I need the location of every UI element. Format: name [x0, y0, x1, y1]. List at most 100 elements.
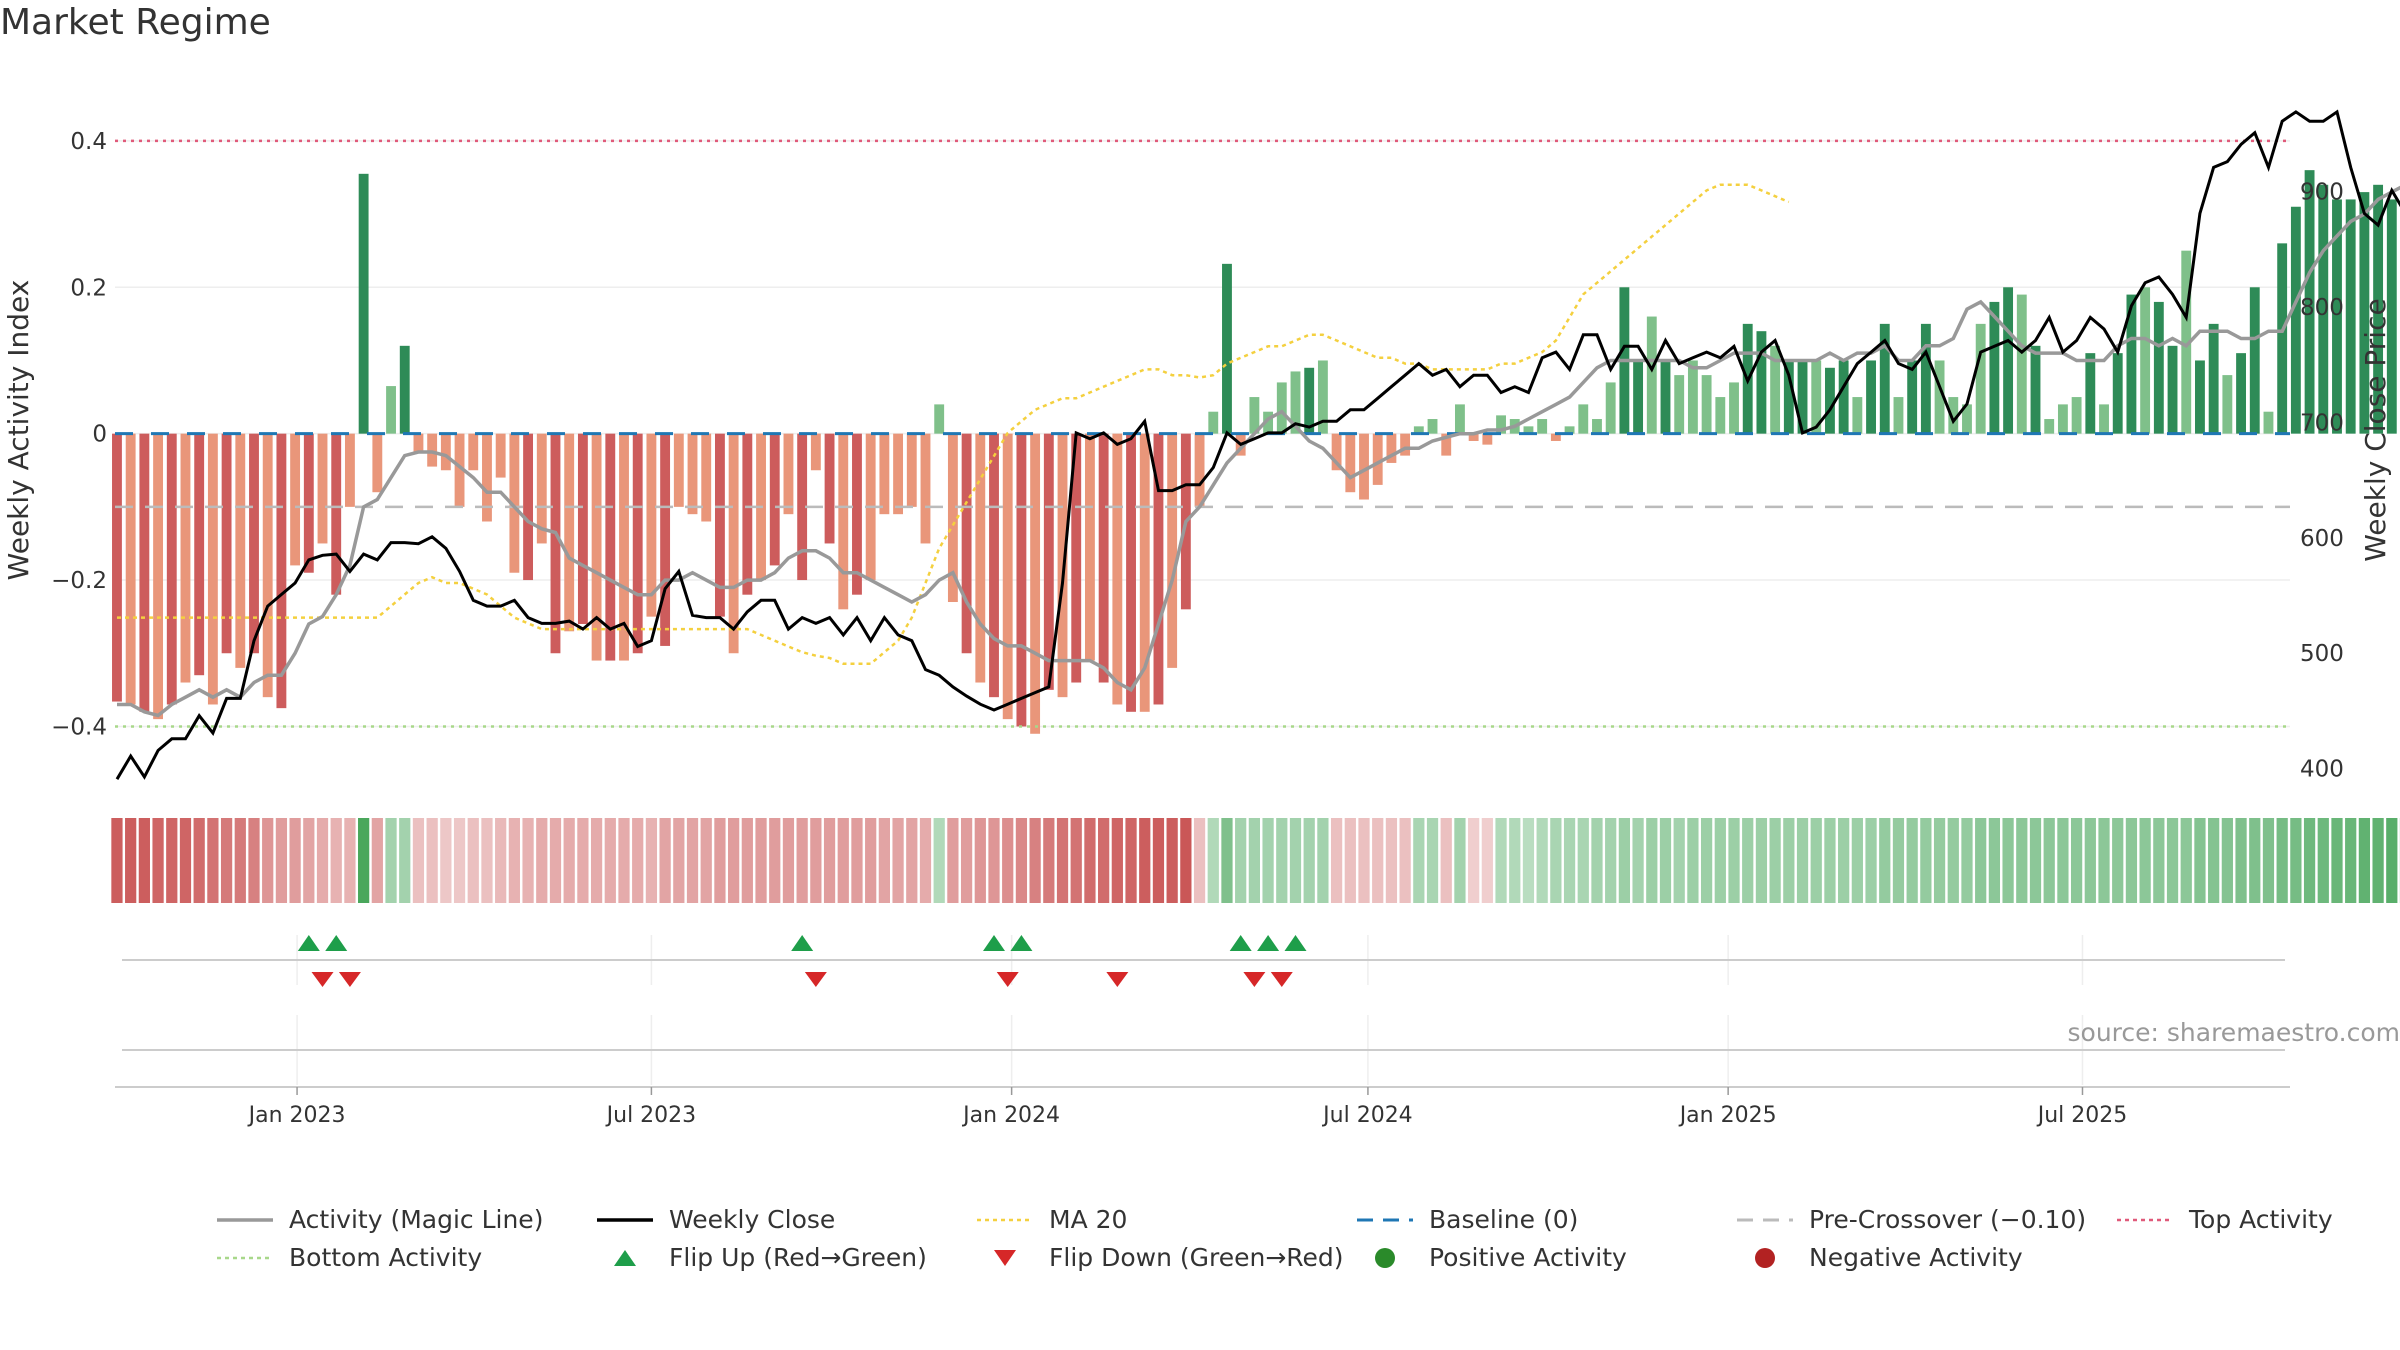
activity-bar [1756, 331, 1767, 434]
heat-cell [2016, 818, 2028, 903]
legend-triangle-up [614, 1249, 636, 1266]
heat-cell [1262, 818, 1274, 903]
legend-label: Flip Down (Green→Red) [1049, 1243, 1344, 1272]
activity-bar [303, 433, 314, 573]
reference-lines [115, 139, 2290, 728]
heat-cell [166, 818, 178, 903]
heat-cell [837, 818, 849, 903]
heat-cell [659, 818, 671, 903]
legend-symbol [1375, 1247, 1395, 1268]
flip-down-marker [311, 972, 334, 987]
activity-bar [1633, 360, 1644, 434]
activity-bar [2290, 206, 2301, 434]
activity-bar [619, 433, 629, 661]
activity-bar [2016, 294, 2027, 434]
heat-cell [536, 818, 548, 903]
flip-up-marker [983, 935, 1006, 951]
heat-cell [1879, 818, 1891, 903]
activity-bar [1084, 433, 1095, 661]
heat-cell [1550, 818, 1562, 903]
legend-label: Negative Activity [1809, 1243, 2023, 1272]
activity-bar [728, 433, 739, 654]
heat-cell [741, 818, 753, 903]
activity-bar [783, 433, 794, 515]
heat-cell [1618, 818, 1631, 903]
legend-item: Pre-Crossover (−0.10) [1735, 1205, 2086, 1234]
heat-cell [2112, 818, 2124, 903]
heat-cell [358, 818, 370, 903]
legend-symbol [994, 1249, 1016, 1266]
activity-bar [1359, 433, 1369, 500]
heat-cell [2386, 818, 2398, 903]
heat-cell [1577, 818, 1589, 903]
flip-up-marker [791, 935, 814, 951]
activity-bar [1071, 433, 1082, 683]
heat-cell [2043, 818, 2055, 903]
activity-bar [660, 433, 671, 646]
source-credit: source: sharemaestro.com [2067, 1018, 2400, 1047]
activity-bar [605, 433, 616, 661]
activity-bar [262, 433, 273, 698]
activity-bar [1043, 433, 1054, 690]
legend-symbol [597, 1217, 653, 1222]
heat-cell [796, 818, 808, 903]
activity-bar [2263, 411, 2274, 434]
activity-bar [1317, 360, 1328, 434]
heat-cell [207, 818, 219, 903]
legend-dot [1375, 1247, 1395, 1268]
legend-item: Negative Activity [1735, 1243, 2023, 1272]
activity-bar [701, 433, 712, 522]
activity-bar [1934, 360, 1945, 434]
legend-item: Activity (Magic Line) [215, 1205, 543, 1234]
activity-bar [1674, 375, 1685, 434]
activity-bar [1194, 433, 1205, 507]
heat-cell [1002, 818, 1014, 903]
flip-down-marker [1106, 972, 1129, 987]
heat-cell [823, 818, 836, 903]
heat-cell [1591, 818, 1603, 903]
activity-bar [536, 433, 547, 544]
activity-bar [742, 433, 753, 595]
activity-bar [1427, 419, 1438, 434]
activity-bar [1687, 360, 1698, 434]
activity-bar [1304, 367, 1315, 434]
heat-cell [1838, 818, 1850, 903]
heat-cell [1605, 818, 1617, 903]
activity-bar [1783, 360, 1794, 434]
heat-cell [1399, 818, 1411, 903]
x-tick-label: Jan 2023 [247, 1103, 346, 1128]
heat-cell [1646, 818, 1658, 903]
heat-cell [1289, 818, 1302, 903]
activity-bar [1386, 433, 1397, 463]
heat-cell [728, 818, 740, 903]
legend: Activity (Magic Line) Weekly Close MA 20 Ba… [215, 1205, 2355, 1285]
legend-item: Top Activity [2115, 1205, 2333, 1234]
heat-cell [878, 818, 890, 903]
heat-cell [426, 818, 438, 903]
activity-bar [194, 433, 205, 676]
activity-bar [1729, 382, 1739, 434]
legend-symbol [217, 1217, 273, 1222]
activity-bar [1222, 263, 1232, 434]
activity-bar [852, 433, 862, 595]
flip-down-marker [1243, 972, 1266, 987]
activity-bar [2373, 184, 2384, 434]
heat-cell [1769, 818, 1781, 903]
activity-bar [632, 433, 643, 654]
heat-cell [892, 818, 904, 903]
legend-label: MA 20 [1049, 1205, 1128, 1234]
activity-bar [824, 433, 835, 544]
activity-bar [1975, 323, 1986, 434]
heat-cell [974, 818, 986, 903]
heat-cell [2084, 818, 2096, 903]
activity-bar [153, 433, 164, 720]
heat-cell [2262, 818, 2275, 903]
legend-dot [1755, 1247, 1775, 1268]
heat-cell [2139, 818, 2151, 903]
activity-bar [769, 433, 780, 566]
y-tick-label: 0.2 [70, 275, 107, 301]
heat-cell [1742, 818, 1754, 903]
x-tick-label: Jan 2024 [961, 1103, 1060, 1128]
flip-down-marker [996, 972, 1019, 987]
activity-bar [2044, 419, 2055, 434]
